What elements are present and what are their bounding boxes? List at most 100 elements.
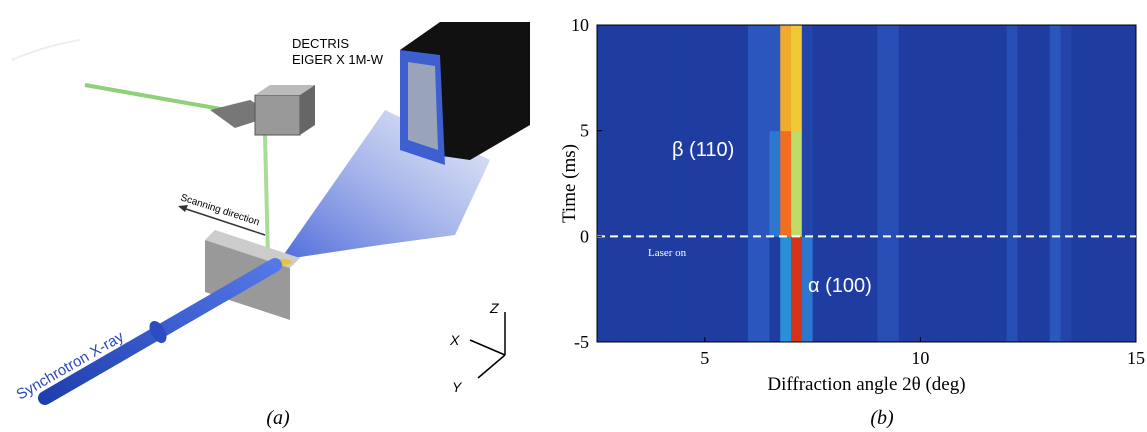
heat-cell (985, 25, 997, 132)
heat-cell (769, 130, 781, 237)
heat-cell (855, 25, 867, 132)
x-axis-label: Diffraction angle 2θ (deg) (767, 374, 965, 395)
heat-cell (909, 130, 921, 237)
heat-cell (704, 130, 717, 237)
heat-cell (661, 236, 673, 343)
heat-cell (1082, 236, 1094, 343)
heat-cell (747, 236, 760, 343)
x-tick-label: 10 (911, 348, 929, 368)
heat-cell (866, 236, 878, 343)
heat-cell (618, 236, 630, 343)
heat-cell (1082, 25, 1094, 132)
heat-cell (1017, 236, 1029, 343)
heat-cell (995, 130, 1008, 237)
heat-cell (1060, 25, 1072, 132)
heat-cell (1006, 236, 1018, 343)
heat-cell (898, 236, 911, 343)
heat-cell (607, 236, 620, 343)
heat-cell (1038, 25, 1051, 132)
heat-cell (758, 25, 770, 132)
heat-cell (1049, 236, 1062, 343)
x-tick-label: 15 (1127, 348, 1145, 368)
heat-cell (877, 236, 889, 343)
heat-cell (931, 25, 943, 132)
heat-cell (985, 130, 997, 237)
heat-cell (1028, 25, 1040, 132)
heat-cell (1006, 25, 1018, 132)
heat-cell (747, 25, 760, 132)
heat-cell (931, 236, 943, 343)
heat-cell (1103, 130, 1115, 237)
heat-cell (704, 25, 717, 132)
heat-cell (834, 236, 846, 343)
heat-cell (812, 130, 824, 237)
heat-cell (844, 236, 857, 343)
heat-cell (618, 130, 630, 237)
heat-cell (888, 236, 900, 343)
heat-cell (640, 25, 652, 132)
heat-cell (737, 236, 749, 343)
heat-cell (920, 130, 932, 237)
heat-cell (1092, 25, 1105, 132)
heat-cell (607, 130, 620, 237)
heat-cell (650, 25, 663, 132)
y-tick-label: 5 (580, 121, 589, 141)
caption: (a) (266, 407, 290, 429)
heat-cell (597, 25, 609, 132)
heat-cell (1060, 130, 1072, 237)
heat-cell (941, 25, 954, 132)
heat-cell (1071, 236, 1083, 343)
heat-cell (1017, 130, 1029, 237)
heat-cell (995, 236, 1008, 343)
heat-cell (694, 130, 706, 237)
illustration: DECTRIS EIGER X 1M-W Scanning direction … (11, 22, 530, 429)
heat-cell (941, 236, 954, 343)
heat-cell (640, 236, 652, 343)
heat-cell (974, 25, 986, 132)
heat-cell (1028, 130, 1040, 237)
heat-cell (823, 130, 835, 237)
heat-cell (1017, 25, 1029, 132)
heat-cell (909, 25, 921, 132)
heat-cell (629, 236, 641, 343)
heat-cell (877, 25, 889, 132)
heat-cell (715, 236, 727, 343)
heat-cell (801, 236, 814, 343)
caption: (b) (870, 407, 894, 429)
heat-cell (618, 25, 630, 132)
heat-cell (694, 25, 706, 132)
heat-cell (650, 236, 663, 343)
heat-cell (1125, 25, 1137, 132)
heat-cell (629, 25, 641, 132)
heat-cell (952, 130, 965, 237)
heat-cell (920, 25, 932, 132)
scan-arrow (178, 205, 188, 212)
heat-cell (1049, 130, 1062, 237)
heat-cell (855, 236, 867, 343)
heat-cell (650, 130, 663, 237)
detector (400, 22, 530, 165)
heat-cell (888, 130, 900, 237)
laser-beam (263, 134, 270, 259)
heat-cell (952, 236, 965, 343)
axis-label: Y (452, 379, 463, 395)
heat-cell (791, 25, 803, 132)
x-tick-label: 5 (700, 348, 709, 368)
heat-cell (931, 130, 943, 237)
heat-cell (1038, 236, 1051, 343)
heat-cell (834, 130, 846, 237)
heat-cell (780, 25, 792, 132)
heat-cell (737, 130, 749, 237)
y-tick-label: 10 (571, 15, 589, 35)
axis-label: Z (489, 300, 499, 316)
axes-triad (469, 312, 506, 379)
heat-cell (823, 236, 835, 343)
heat-cell (597, 236, 609, 343)
heat-cell (844, 25, 857, 132)
heat-cell (1049, 25, 1062, 132)
heat-cell (801, 25, 814, 132)
decor (11, 39, 81, 61)
heat-cell (747, 130, 760, 237)
heat-cell (629, 130, 641, 237)
heat-cell (726, 25, 738, 132)
